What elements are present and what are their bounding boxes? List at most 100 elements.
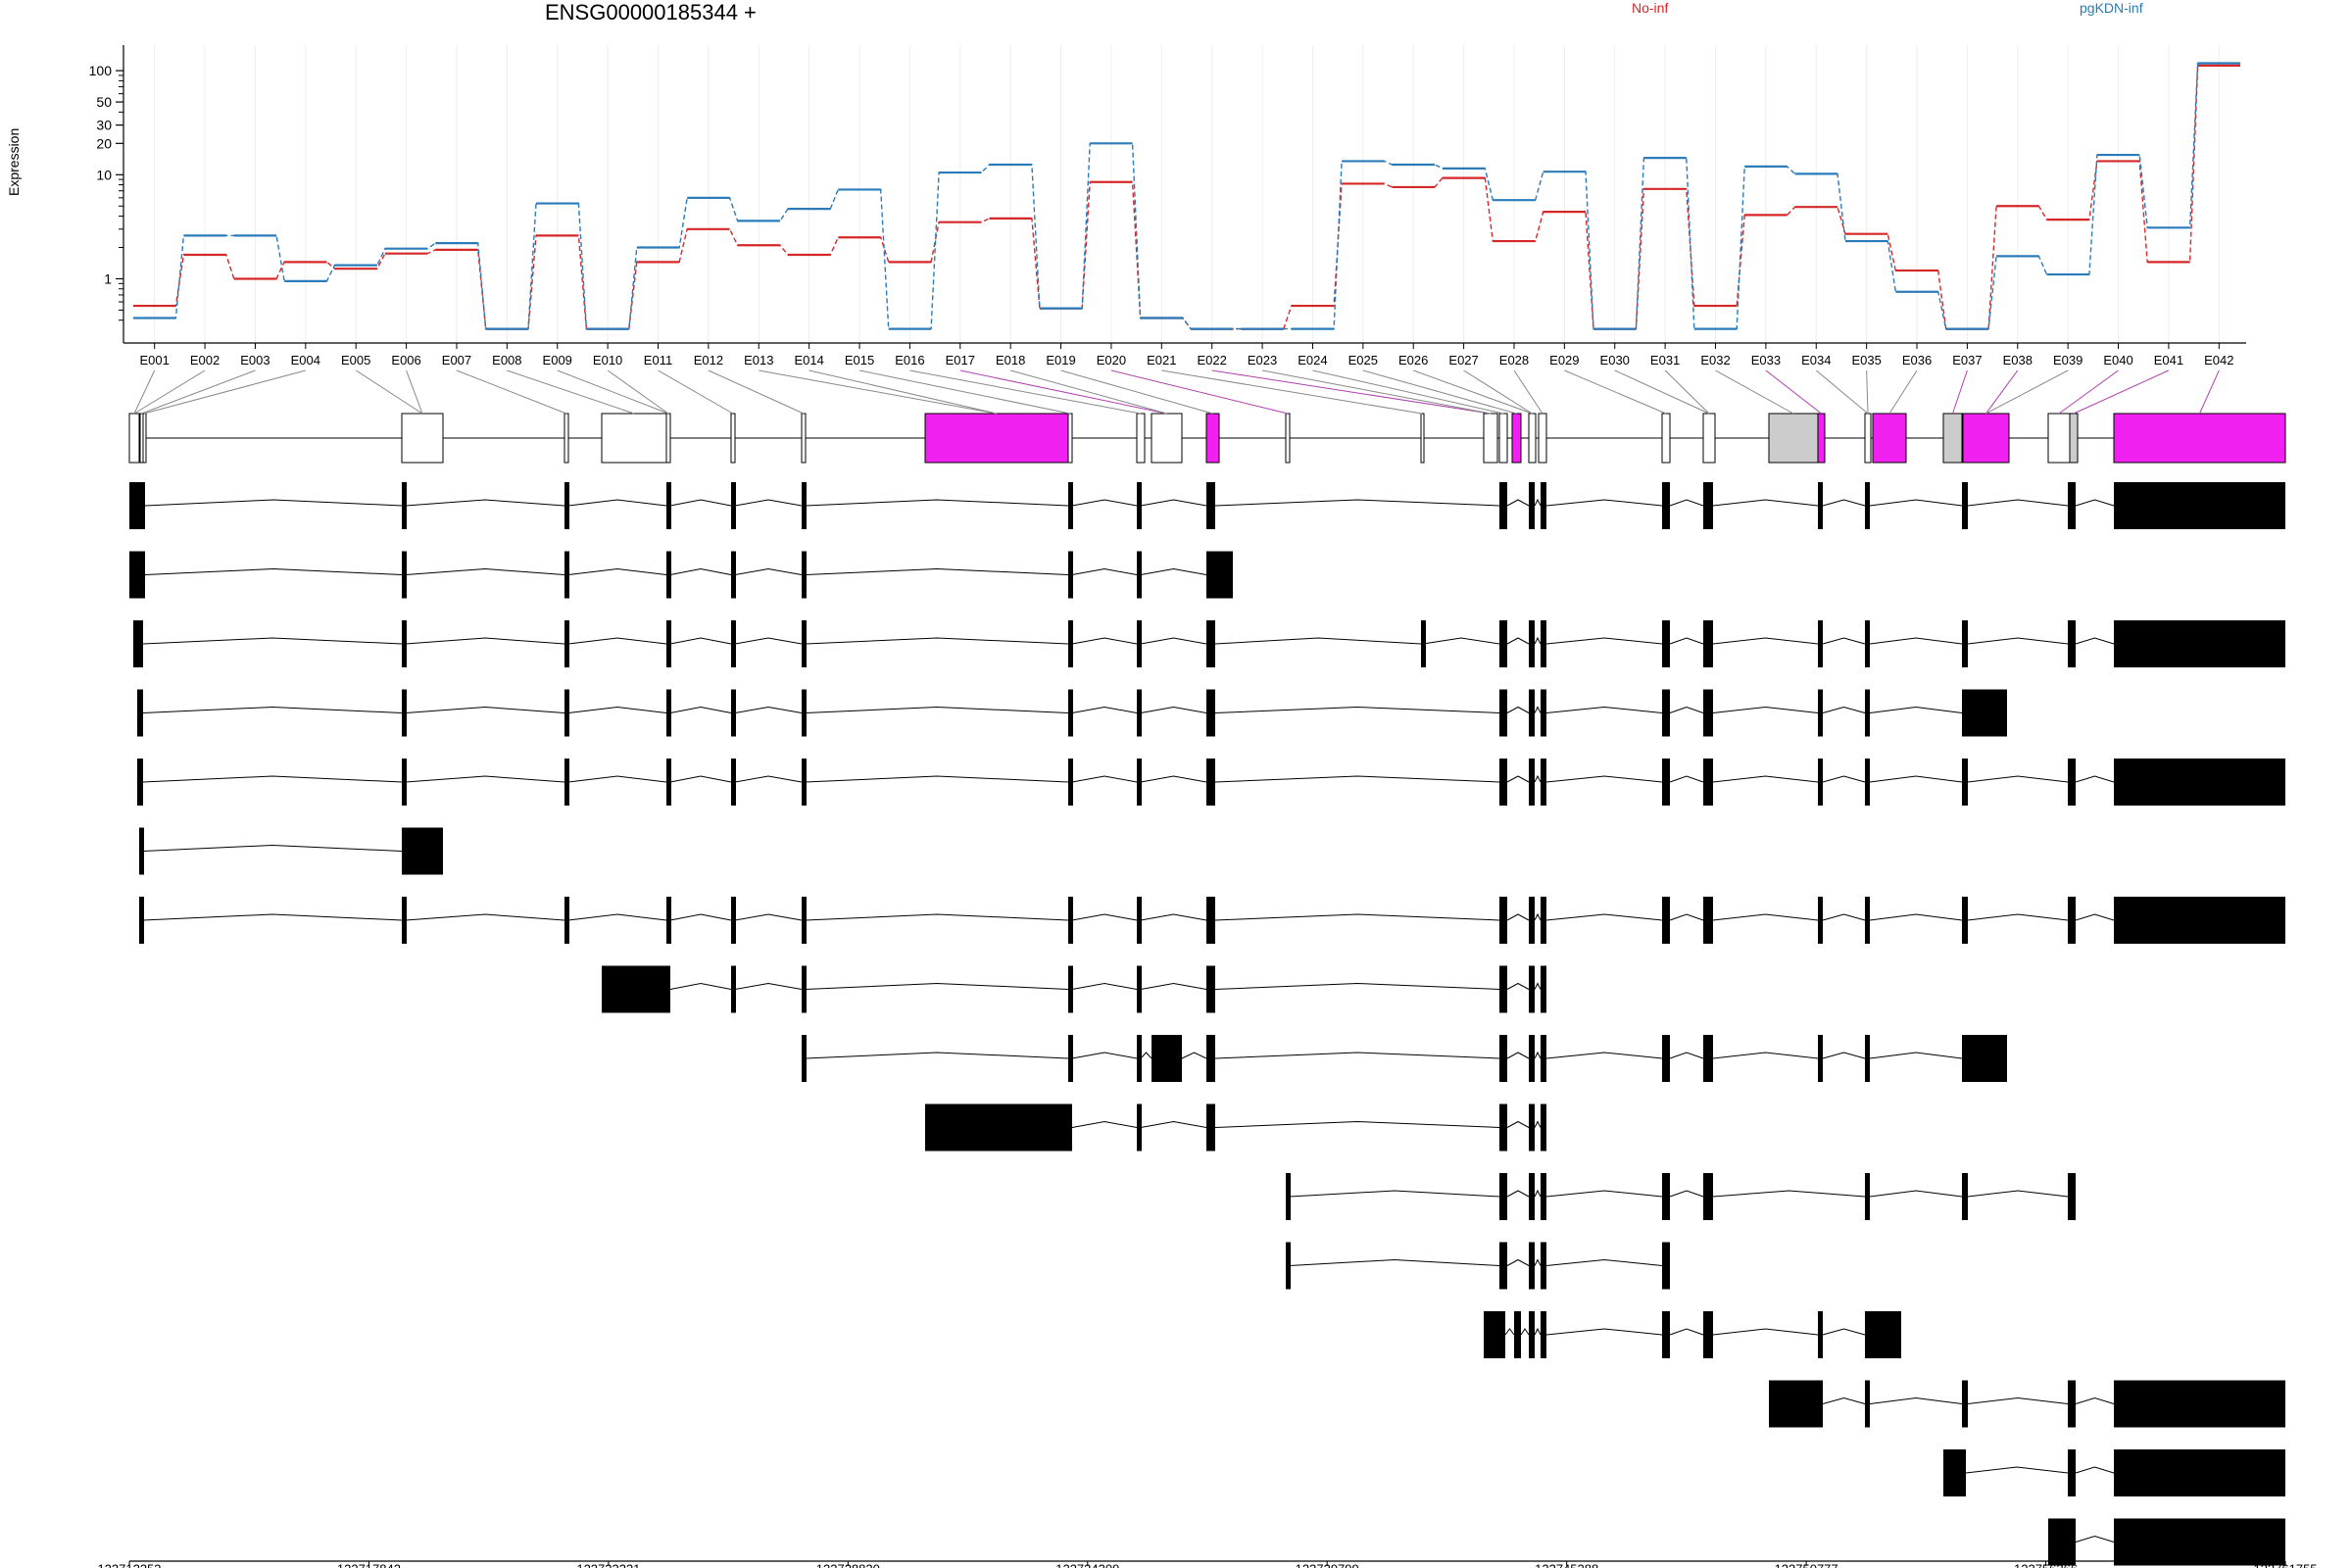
transcript-intron [142, 775, 403, 783]
transcript-exon [1703, 482, 1713, 529]
transcript-intron [805, 706, 1069, 713]
transcript-exon [402, 620, 407, 667]
transcript-exon [1499, 482, 1507, 529]
x-tick-label: E033 [1751, 353, 1781, 368]
transcript-exon [1662, 1311, 1670, 1358]
transcript-exon [2068, 1380, 2076, 1428]
transcript-intron [1534, 1327, 1542, 1336]
transcript-intron [1506, 913, 1530, 921]
transcript-exon [1818, 620, 1823, 667]
transcript-intron [1545, 1258, 1663, 1266]
gene-model-exon [665, 413, 671, 464]
transcript-exon [1541, 689, 1546, 737]
transcript-exon [564, 759, 569, 806]
transcript-exon [564, 620, 569, 667]
transcript-intron [734, 499, 803, 507]
transcript-intron [2075, 1396, 2115, 1404]
exon-connector [406, 369, 423, 415]
x-tick-label: E016 [895, 353, 924, 368]
x-tick-label: E011 [644, 353, 672, 368]
transcript-intron [2075, 913, 2115, 921]
exon-connector [133, 369, 156, 415]
transcript-intron [1534, 1258, 1542, 1266]
transcript-intron [1822, 637, 1866, 645]
gene-model-exon [2069, 413, 2079, 464]
x-tick-label: E004 [291, 353, 320, 368]
exon-connector [1952, 369, 1968, 415]
transcript-intron [1506, 775, 1530, 783]
transcript-exon [1068, 897, 1073, 944]
gene-model-exon [1864, 413, 1872, 464]
transcript-intron [1071, 913, 1138, 921]
transcript-exon [1865, 897, 1870, 944]
transcript-intron [1545, 1328, 1663, 1336]
transcript-intron [1967, 1190, 2069, 1198]
transcript-exon [1662, 1035, 1670, 1082]
transcript-intron [1214, 775, 1500, 783]
gene-model-exon [1136, 413, 1146, 464]
transcript-intron [669, 567, 732, 575]
transcript-exon [666, 482, 671, 529]
transcript-intron [1071, 567, 1138, 575]
exon-connector [2199, 369, 2220, 415]
transcript-exon [2114, 482, 2285, 529]
x-tick-label: E031 [1650, 353, 1680, 368]
transcript-intron [1181, 1052, 1207, 1059]
y-tick-label: 10 [96, 167, 112, 182]
transcript-intron [1140, 913, 1207, 921]
transcript-exon [402, 689, 407, 737]
transcript-exon [1137, 759, 1142, 806]
transcript-exon [139, 897, 144, 944]
transcript-exon [1865, 620, 1870, 667]
transcript-intron [1422, 637, 1500, 645]
gene-model-exon [2113, 413, 2286, 464]
transcript-exon [1818, 482, 1823, 529]
transcript-intron [1869, 1396, 1963, 1404]
transcript-intron [1140, 637, 1207, 645]
transcript-exon [1529, 1173, 1535, 1220]
transcript-intron [1869, 775, 1963, 783]
gene-model-exon [1483, 413, 1498, 464]
transcript-exon [2068, 620, 2076, 667]
transcript-intron [1534, 982, 1542, 990]
transcript-exon [1529, 620, 1535, 667]
transcript-exon [1865, 1380, 1870, 1428]
transcript-intron [805, 982, 1069, 990]
transcript-exon [1137, 689, 1142, 737]
transcript-intron [1140, 706, 1207, 713]
gene-model-exon [924, 413, 1069, 464]
transcript-exon [1529, 1242, 1535, 1290]
transcript-exon [1499, 1103, 1507, 1152]
transcript-exon [1962, 1380, 1968, 1428]
transcript-intron [1712, 913, 1819, 921]
exon-connector [133, 369, 206, 415]
exon-connector [1715, 369, 1794, 415]
y-tick-label: 100 [89, 63, 113, 78]
x-tick-label: E032 [1700, 353, 1730, 368]
transcript-exon [1529, 759, 1535, 806]
transcript-exon [1662, 620, 1670, 667]
transcript-intron [1071, 499, 1138, 507]
exon-connector [1261, 369, 1492, 415]
exon-connector [507, 369, 635, 415]
transcript-exon [802, 1035, 807, 1082]
transcript-exon [1484, 1311, 1505, 1358]
transcript-intron [1534, 498, 1542, 507]
transcript-intron [1712, 706, 1819, 713]
x-tick-label: E006 [391, 353, 420, 368]
transcript-intron [567, 567, 667, 575]
transcript-intron [1967, 637, 2069, 645]
transcript-exon [402, 482, 407, 529]
transcript-exon [802, 897, 807, 944]
transcript-exon [666, 759, 671, 806]
transcript-exon [1703, 1035, 1713, 1082]
transcript-intron [1712, 499, 1819, 507]
exon-connector [1614, 369, 1710, 415]
transcript-exon [1541, 759, 1546, 806]
transcript-intron [1534, 774, 1542, 783]
transcript-exon [1943, 1449, 1966, 1496]
transcript-intron [734, 567, 803, 575]
exon-connector [1110, 369, 1289, 415]
transcript-intron [1545, 1190, 1663, 1198]
transcript-exon [1541, 620, 1546, 667]
